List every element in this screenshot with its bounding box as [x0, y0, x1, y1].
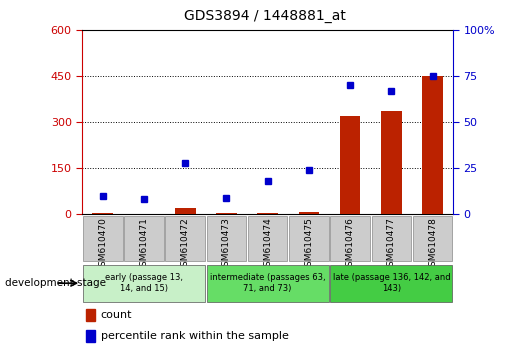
FancyBboxPatch shape [207, 216, 246, 262]
Text: GSM610475: GSM610475 [304, 217, 313, 272]
Text: development stage: development stage [5, 278, 107, 288]
FancyBboxPatch shape [124, 216, 164, 262]
Bar [258, 213, 278, 214]
Bar [175, 208, 196, 214]
Text: GSM610472: GSM610472 [181, 217, 190, 272]
FancyBboxPatch shape [372, 216, 411, 262]
Bar [381, 112, 402, 214]
Text: GSM610477: GSM610477 [387, 217, 396, 272]
FancyBboxPatch shape [207, 264, 329, 302]
Bar [86, 309, 95, 321]
Text: intermediate (passages 63,
71, and 73): intermediate (passages 63, 71, and 73) [210, 274, 325, 293]
Bar [92, 213, 113, 214]
Text: GSM610470: GSM610470 [98, 217, 107, 272]
FancyBboxPatch shape [165, 216, 205, 262]
Bar [134, 213, 154, 214]
FancyBboxPatch shape [248, 216, 287, 262]
Text: GDS3894 / 1448881_at: GDS3894 / 1448881_at [184, 9, 346, 23]
FancyBboxPatch shape [289, 216, 329, 262]
Bar [216, 213, 237, 214]
FancyBboxPatch shape [330, 264, 452, 302]
Text: GSM610471: GSM610471 [139, 217, 148, 272]
Text: GSM610473: GSM610473 [222, 217, 231, 272]
Bar [340, 116, 360, 214]
Text: early (passage 13,
14, and 15): early (passage 13, 14, and 15) [105, 274, 183, 293]
Bar [422, 76, 443, 214]
FancyBboxPatch shape [83, 264, 205, 302]
Bar [298, 212, 319, 214]
Text: late (passage 136, 142, and
143): late (passage 136, 142, and 143) [332, 274, 450, 293]
Text: GSM610478: GSM610478 [428, 217, 437, 272]
Text: GSM610476: GSM610476 [346, 217, 355, 272]
FancyBboxPatch shape [330, 216, 370, 262]
Bar [86, 330, 95, 342]
FancyBboxPatch shape [413, 216, 452, 262]
Text: percentile rank within the sample: percentile rank within the sample [101, 331, 288, 341]
FancyBboxPatch shape [83, 216, 122, 262]
Text: GSM610474: GSM610474 [263, 217, 272, 272]
Text: count: count [101, 310, 132, 320]
